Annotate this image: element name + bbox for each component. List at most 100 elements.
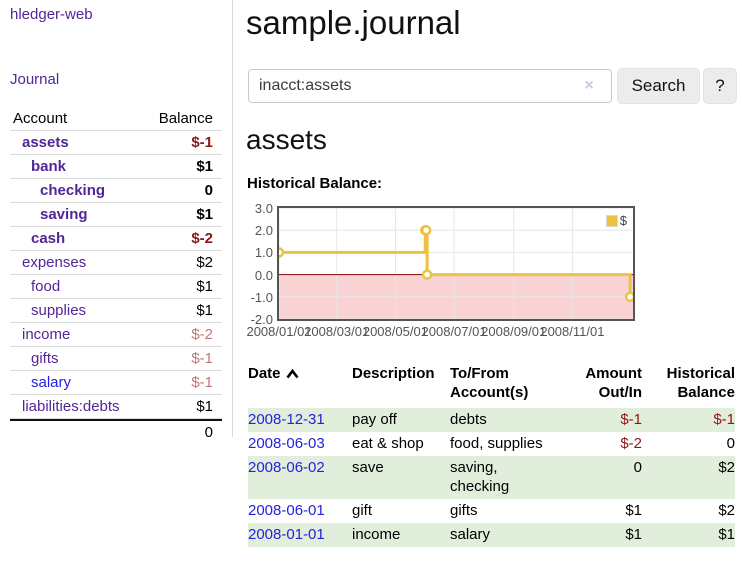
account-balance: $-1	[191, 350, 213, 367]
register-row: 2008-01-01 income salary $1 $1	[248, 523, 735, 547]
brand-link[interactable]: hledger-web	[10, 6, 93, 23]
account-row: gifts $-1	[10, 347, 222, 371]
account-link-bank[interactable]: bank	[31, 158, 67, 175]
transaction-balance: $2	[718, 502, 735, 519]
transaction-date-cell: 2008-12-31	[248, 408, 352, 432]
register-header-row: Date Description To/From Account(s) Amou…	[248, 362, 735, 405]
account-balance: $-1	[191, 374, 213, 391]
transaction-date-link[interactable]: 2008-06-02	[248, 459, 325, 476]
legend-color-swatch	[605, 214, 618, 227]
transaction-date-link[interactable]: 2008-06-01	[248, 502, 325, 519]
transaction-date-cell: 2008-06-02	[248, 456, 352, 499]
page-title: sample.journal	[246, 4, 461, 41]
register-row: 2008-06-03 eat & shop food, supplies $-2 0	[248, 432, 735, 456]
register-header-description: Description	[352, 365, 435, 382]
account-row: liabilities:debts $1	[10, 395, 222, 419]
transaction-balance: 0	[726, 435, 735, 452]
account-link-cash[interactable]: cash	[31, 230, 66, 247]
chart-title: Historical Balance:	[247, 175, 383, 192]
transaction-date-cell: 2008-06-01	[248, 499, 352, 523]
account-link-checking[interactable]: checking	[40, 182, 106, 199]
balance-column-header: Balance	[158, 109, 213, 127]
account-balance: 0	[204, 182, 213, 199]
chart-y-axis-label: -1.0	[250, 289, 273, 305]
chart-x-axis-label: 2008/03/01	[304, 324, 370, 339]
register-table-body: 2008-12-31 pay off debts $-1 $-1 2008-06-03 ea…	[248, 408, 735, 547]
register-header-balance: Historical Balance	[666, 365, 735, 401]
account-link-assets[interactable]: assets	[22, 134, 69, 151]
account-link-food[interactable]: food	[31, 278, 61, 295]
transaction-description: pay off	[352, 411, 397, 428]
accounts-total-value: 0	[204, 423, 213, 441]
balance-chart: 3.0 2.0 1.0 0.0 -1.0 -2.0 $2008/01/01 2008/03/0…	[243, 200, 643, 342]
transaction-date-link[interactable]: 2008-01-01	[248, 526, 325, 543]
account-link-gifts[interactable]: gifts	[31, 350, 59, 367]
chart-y-axis-label: 0.0	[254, 267, 273, 283]
chart-x-axis-label: 2008/11/01	[540, 324, 605, 339]
account-balance: $2	[196, 254, 213, 271]
transaction-amount: $-1	[620, 411, 642, 428]
transaction-balance: $-1	[713, 411, 735, 428]
register-header-date[interactable]: Date	[248, 362, 352, 405]
chart-y-axis-label: -2.0	[250, 312, 273, 327]
transaction-accounts: saving, checking	[450, 459, 510, 495]
chart-plot-area: $	[273, 206, 636, 321]
account-link-expenses[interactable]: expenses	[22, 254, 87, 271]
sidebar-item-journal[interactable]: Journal	[10, 71, 60, 88]
account-link-liabilities-debts[interactable]: liabilities:debts	[22, 398, 120, 415]
register-row: 2008-06-01 gift gifts $1 $2	[248, 499, 735, 523]
chart-x-axis-label: 2008/07/01	[421, 324, 487, 339]
transaction-amount: $-2	[620, 435, 642, 452]
transaction-balance: $1	[718, 526, 735, 543]
account-row: checking 0	[10, 179, 222, 203]
accounts-table-body: assets $-1 bank $1 checking 0 saving $1 cash $-2 e…	[10, 131, 222, 419]
transaction-amount: $1	[625, 526, 642, 543]
chart-x-axis-label: 2008/05/01	[362, 324, 428, 339]
sidebar-divider	[232, 0, 233, 437]
chart-x-axis-label: 2008/09/01	[481, 324, 547, 339]
transaction-accounts: food, supplies	[450, 435, 543, 452]
account-row: bank $1	[10, 155, 222, 179]
transaction-accounts: gifts	[450, 502, 478, 519]
account-balance: $-2	[191, 326, 213, 343]
chart-y-axis-label: 3.0	[254, 201, 273, 216]
accounts-table: Account Balance assets $-1 bank $1 checking 0…	[10, 106, 222, 443]
account-row: income $-2	[10, 323, 222, 347]
account-balance: $1	[196, 302, 213, 319]
account-row: cash $-2	[10, 227, 222, 251]
chart-y-axis-label: 2.0	[254, 223, 273, 239]
account-balance: $-2	[191, 230, 213, 247]
account-row: supplies $1	[10, 299, 222, 323]
transaction-date-link[interactable]: 2008-06-03	[248, 435, 325, 452]
register-header-amount: Amount Out/In	[585, 365, 642, 401]
register-table: Date Description To/From Account(s) Amou…	[248, 362, 735, 547]
account-link-salary[interactable]: salary	[31, 374, 72, 391]
transaction-description: eat & shop	[352, 435, 424, 452]
account-row: salary $-1	[10, 371, 222, 395]
account-row: assets $-1	[10, 131, 222, 155]
account-balance: $1	[196, 206, 213, 223]
transaction-balance: $2	[718, 459, 735, 476]
search-button[interactable]: Search	[617, 68, 700, 104]
account-link-income[interactable]: income	[22, 326, 71, 343]
account-link-supplies[interactable]: supplies	[31, 302, 87, 319]
help-button[interactable]: ?	[703, 68, 737, 104]
transaction-accounts: debts	[450, 411, 487, 428]
search-input[interactable]	[248, 69, 612, 103]
chart-x-axis-label: 2008/01/01	[246, 324, 312, 339]
account-balance: $1	[196, 278, 213, 295]
transaction-description: gift	[352, 502, 373, 519]
account-row: saving $1	[10, 203, 222, 227]
register-row: 2008-12-31 pay off debts $-1 $-1	[248, 408, 735, 432]
account-link-saving[interactable]: saving	[40, 206, 88, 223]
clear-search-icon[interactable]: ×	[584, 77, 594, 94]
transaction-description: income	[352, 526, 401, 543]
transaction-amount: $1	[625, 502, 642, 519]
account-row: expenses $2	[10, 251, 222, 275]
chart-y-axis-label: 1.0	[254, 245, 273, 261]
transaction-date-link[interactable]: 2008-12-31	[248, 411, 325, 428]
transaction-description: save	[352, 459, 384, 476]
register-header-accounts: To/From Account(s)	[450, 365, 529, 401]
account-balance: $1	[196, 398, 213, 415]
transaction-amount: 0	[633, 459, 642, 476]
